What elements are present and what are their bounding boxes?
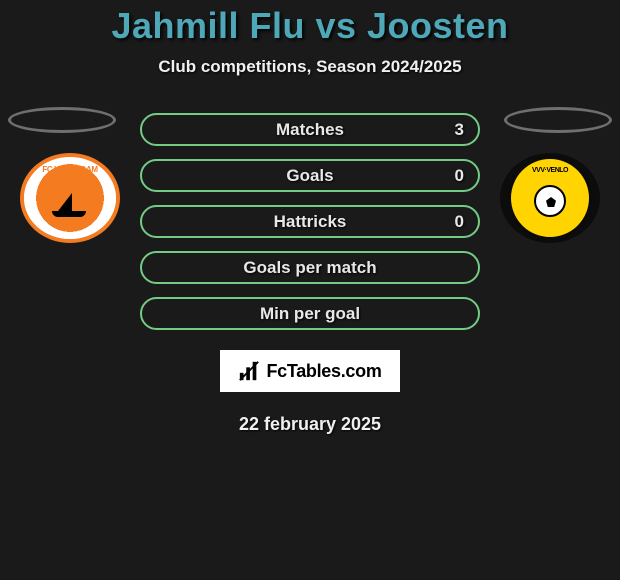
stat-label: Hattricks	[274, 212, 347, 232]
comparison-card: Jahmill Flu vs Joosten Club competitions…	[0, 0, 620, 435]
subtitle: Club competitions, Season 2024/2025	[0, 57, 620, 77]
volendam-logo	[24, 157, 116, 239]
left-team-crest	[20, 153, 120, 243]
left-pill	[8, 107, 116, 133]
page-title: Jahmill Flu vs Joosten	[0, 5, 620, 47]
stat-row: Goals per match	[140, 251, 480, 284]
date-label: 22 february 2025	[0, 414, 620, 435]
stat-label: Min per goal	[260, 304, 360, 324]
stat-label: Goals per match	[243, 258, 376, 278]
brand-badge: FcTables.com	[220, 350, 399, 392]
stat-value: 0	[455, 166, 464, 186]
stat-label: Matches	[276, 120, 344, 140]
venlo-logo	[508, 156, 592, 240]
right-team-crest	[500, 153, 600, 243]
stat-row: Matches 3	[140, 113, 480, 146]
brand-label: FcTables.com	[266, 361, 381, 382]
stats-list: Matches 3 Goals 0 Hattricks 0 Goals per …	[140, 113, 480, 330]
stat-row: Min per goal	[140, 297, 480, 330]
stat-value: 3	[455, 120, 464, 140]
mid-section: Matches 3 Goals 0 Hattricks 0 Goals per …	[0, 113, 620, 435]
right-pill	[504, 107, 612, 133]
stat-row: Hattricks 0	[140, 205, 480, 238]
stat-value: 0	[455, 212, 464, 232]
bar-chart-icon	[238, 360, 260, 382]
stat-row: Goals 0	[140, 159, 480, 192]
stat-label: Goals	[286, 166, 333, 186]
